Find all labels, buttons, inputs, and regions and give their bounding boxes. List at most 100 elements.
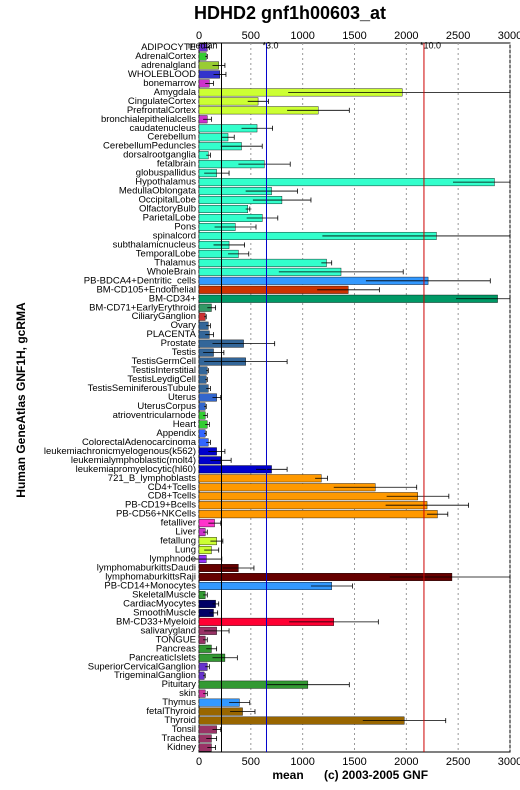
category-label: WHOLEBLOOD <box>128 69 196 80</box>
category-label: CardiacMyocytes <box>123 598 196 609</box>
category-label: Lung <box>175 545 196 556</box>
category-label: ParietalLobe <box>143 213 196 224</box>
category-label: Uterus <box>168 392 196 403</box>
category-label: SkeletalMuscle <box>132 589 196 600</box>
category-label: Hypothalamus <box>135 177 196 188</box>
bar <box>198 294 498 303</box>
category-label: Liver <box>175 527 196 538</box>
category-label: leukemiapromyelocytic(hl60) <box>76 464 196 475</box>
x-tick-label-bottom: 2000 <box>394 756 418 768</box>
category-label: fetalThyroid <box>146 706 196 717</box>
x-axis-label: mean <box>272 768 303 782</box>
category-label: CD8+Tcells <box>148 491 197 502</box>
x-tick-label-bottom: 500 <box>242 756 260 768</box>
bar <box>198 375 207 384</box>
category-label: Pituitary <box>162 679 197 690</box>
category-label: lymphnode <box>150 554 196 565</box>
bar <box>198 492 418 501</box>
category-label: TestisLeydigCell <box>127 374 196 385</box>
category-label: PB-CD56+NKCells <box>116 509 196 520</box>
category-label: spinalcord <box>153 230 196 241</box>
category-label: Thymus <box>162 697 196 708</box>
category-label: TestisGermCell <box>132 356 196 367</box>
bar <box>198 52 207 61</box>
category-label: CerebellumPeduncles <box>103 141 196 152</box>
category-label: Ovary <box>171 320 197 331</box>
chart-title: HDHD2 gnf1h00603_at <box>194 3 386 23</box>
category-label: TONGUE <box>156 634 196 645</box>
category-label: fetalbrain <box>157 159 196 170</box>
category-label: Kidney <box>167 742 196 753</box>
category-label: BM-CD71+EarlyErythroid <box>89 302 196 313</box>
category-label: SuperiorCervicalGanglion <box>88 661 196 672</box>
category-label: Cerebellum <box>147 132 196 143</box>
bar <box>198 258 327 267</box>
category-label: CingulateCortex <box>128 96 196 107</box>
bar <box>198 205 248 214</box>
x-tick-label-bottom: 2500 <box>446 756 470 768</box>
copyright: (c) 2003-2005 GNF <box>324 768 428 782</box>
x-tick-label-top: 2500 <box>446 30 470 42</box>
bar <box>198 474 322 483</box>
reference-label: *3.0 <box>262 40 278 50</box>
category-label: bronchialepithelialcells <box>101 114 196 125</box>
x-tick-label-bottom: 3000 <box>498 756 520 768</box>
category-label: PB-BDCA4+Dentritic_cells <box>84 275 196 286</box>
category-label: CD4+Tcells <box>148 482 197 493</box>
category-label: SmoothMuscle <box>133 607 196 618</box>
bar <box>198 178 495 187</box>
x-tick-label-bottom: 0 <box>196 756 202 768</box>
x-tick-label-top: 500 <box>242 30 260 42</box>
category-label: PB-CD14+Monocytes <box>104 580 196 591</box>
category-label: bonemarrow <box>143 78 196 89</box>
category-label: MedullaOblongata <box>119 186 197 197</box>
category-label: Testis <box>172 347 197 358</box>
bar <box>198 510 438 519</box>
category-label: ColorectalAdenocarcinoma <box>82 437 197 448</box>
category-label: PB-CD19+Bcells <box>125 500 196 511</box>
y-axis-label: Human GeneAtlas GNF1H, gcRMA <box>14 302 28 498</box>
category-label: lymphomaburkittsRaji <box>105 572 196 583</box>
category-label: leukemialymphoblastic(molt4) <box>71 455 196 466</box>
category-label: atrioventricularnode <box>113 410 196 421</box>
category-label: subthalamicnucleus <box>113 239 197 250</box>
category-label: TestisInterstitial <box>131 365 196 376</box>
category-label: fetallung <box>160 536 196 547</box>
x-tick-label-bottom: 1000 <box>290 756 314 768</box>
category-label: Thyroid <box>164 715 196 726</box>
category-label: TrigeminalGanglion <box>114 670 196 681</box>
category-label: UterusCorpus <box>137 401 196 412</box>
category-label: PancreaticIslets <box>129 652 196 663</box>
category-label: OccipitalLobe <box>138 195 196 206</box>
category-label: Heart <box>173 419 197 430</box>
category-label: PLACENTA <box>147 329 197 340</box>
x-tick-label-top: 1500 <box>342 30 366 42</box>
category-label: Thalamus <box>154 257 196 268</box>
x-tick-label-top: 1000 <box>290 30 314 42</box>
category-label: CiliaryGanglion <box>132 311 196 322</box>
category-label: 721_B_lymphoblasts <box>108 473 196 484</box>
category-label: BM-CD33+Myeloid <box>116 616 196 627</box>
category-label: BM-CD105+Endothelial <box>96 284 196 295</box>
x-tick-label-bottom: 1500 <box>342 756 366 768</box>
reference-label: median <box>188 40 218 50</box>
x-tick-label-top: 2000 <box>394 30 418 42</box>
category-label: Trachea <box>162 733 197 744</box>
category-label: Amygdala <box>154 87 197 98</box>
category-label: adrenalgland <box>141 60 196 71</box>
category-label: Pons <box>174 221 196 232</box>
category-label: dorsalrootganglia <box>123 150 197 161</box>
category-label: TemporalLobe <box>136 248 196 259</box>
category-label: fetalliver <box>161 518 196 529</box>
category-label: leukemiachronicmyelogenous(k562) <box>44 446 196 457</box>
x-tick-label-top: 0 <box>196 30 202 42</box>
category-label: salivarygland <box>141 625 196 636</box>
category-label: Appendix <box>156 428 196 439</box>
category-label: TestisSeminiferousTubule <box>88 383 196 394</box>
category-label: Prostate <box>161 338 196 349</box>
category-label: PrefrontalCortex <box>127 105 196 116</box>
category-label: caudatenucleus <box>129 123 196 134</box>
reference-label: *10.0 <box>420 40 441 50</box>
category-label: Pancreas <box>156 643 196 654</box>
